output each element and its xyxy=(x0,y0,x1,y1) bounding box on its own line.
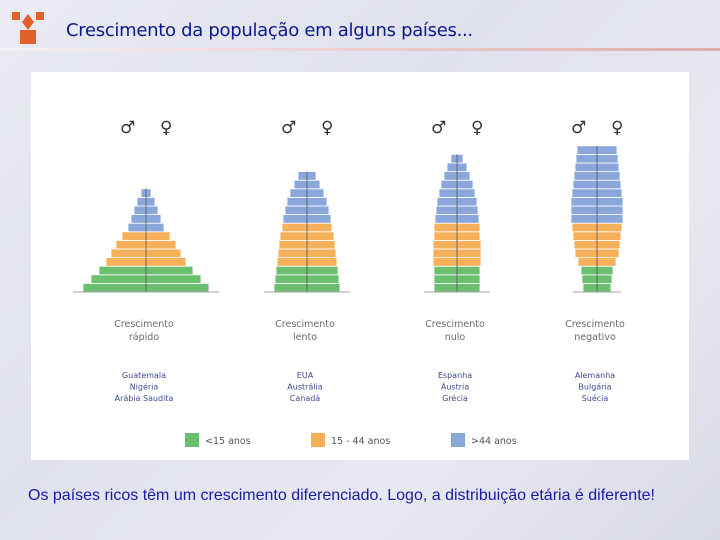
pyramid-1-label: rápido xyxy=(129,332,159,343)
pyramid-1-country: Nigéria xyxy=(130,382,159,392)
pyramid-3-country: Espanha xyxy=(438,371,472,380)
female-symbol-icon: ♀ xyxy=(471,118,483,138)
pyramid-figure-panel: ♂ ♀ Crescimento rápido Guatemala Nigéria Arábi… xyxy=(31,72,689,460)
legend-swatch-old xyxy=(451,433,465,447)
female-symbol-icon: ♀ xyxy=(611,118,623,138)
pyramid-2-label: lento xyxy=(293,332,317,343)
pyramid-1-label: Crescimento xyxy=(114,319,174,330)
female-symbol-icon: ♀ xyxy=(160,118,172,138)
male-symbol-icon: ♂ xyxy=(281,118,296,138)
male-symbol-icon: ♂ xyxy=(120,118,135,138)
pyramid-2-country: Austrália xyxy=(287,383,322,392)
slide-caption: Os países ricos têm um crescimento difer… xyxy=(28,487,655,504)
pyramid-3-country: Áustria xyxy=(441,381,469,392)
title-divider xyxy=(0,48,720,51)
pyramid-4-country: Bulgária xyxy=(578,383,611,392)
female-symbol-icon: ♀ xyxy=(321,118,333,138)
pyramid-2-country: Canadá xyxy=(290,394,321,403)
legend-swatch-adult xyxy=(311,433,325,447)
pyramid-3-country: Grécia xyxy=(442,393,468,403)
male-symbol-icon: ♂ xyxy=(431,118,446,138)
pyramid-4-country: Alemanha xyxy=(575,371,615,380)
presentation-logo-icon xyxy=(12,12,44,44)
pyramid-3-label: Crescimento xyxy=(425,319,485,330)
legend-label-old: >44 anos xyxy=(471,436,517,447)
legend-swatch-young xyxy=(185,433,199,447)
legend-label-young: <15 anos xyxy=(205,436,251,447)
population-pyramids-figure: ♂ ♀ Crescimento rápido Guatemala Nigéria Arábi… xyxy=(73,118,625,447)
pyramid-4-label: negativo xyxy=(574,332,616,343)
legend-label-adult: 15 - 44 anos xyxy=(331,436,390,447)
pyramid-1-country: Guatemala xyxy=(122,371,166,380)
male-symbol-icon: ♂ xyxy=(571,118,586,138)
pyramid-2-label: Crescimento xyxy=(275,319,335,330)
pyramid-1-country: Arábia Saudita xyxy=(115,394,174,403)
pyramid-4-country: Suécia xyxy=(582,393,609,403)
pyramid-4-label: Crescimento xyxy=(565,319,625,330)
slide-title: Crescimento da população em alguns paíse… xyxy=(66,20,473,41)
pyramid-2-country: EUA xyxy=(297,371,314,380)
pyramid-3-label: nulo xyxy=(445,332,466,343)
